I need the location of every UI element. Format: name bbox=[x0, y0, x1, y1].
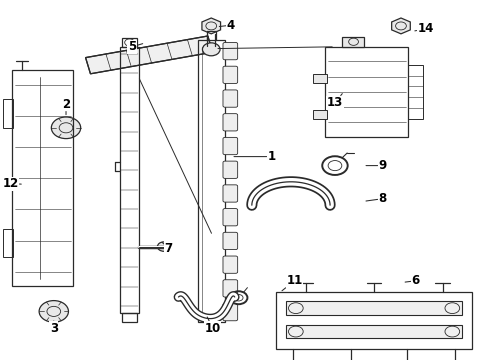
Circle shape bbox=[202, 43, 220, 56]
Bar bbox=[276, 292, 471, 349]
Bar bbox=[285, 325, 461, 338]
Text: 13: 13 bbox=[326, 94, 343, 109]
FancyBboxPatch shape bbox=[223, 90, 237, 107]
Text: 7: 7 bbox=[162, 242, 172, 255]
Text: 14: 14 bbox=[414, 22, 433, 35]
Bar bbox=[3, 99, 13, 128]
FancyBboxPatch shape bbox=[223, 161, 237, 179]
FancyBboxPatch shape bbox=[223, 185, 237, 202]
FancyBboxPatch shape bbox=[223, 256, 237, 273]
Bar bbox=[122, 38, 137, 47]
FancyBboxPatch shape bbox=[223, 303, 237, 321]
Bar bbox=[312, 74, 326, 83]
Text: 2: 2 bbox=[62, 98, 70, 114]
Text: 9: 9 bbox=[366, 159, 386, 172]
Circle shape bbox=[39, 301, 68, 322]
Bar bbox=[325, 47, 407, 137]
Circle shape bbox=[157, 242, 170, 251]
Text: 5: 5 bbox=[128, 40, 142, 53]
Text: 1: 1 bbox=[234, 150, 275, 163]
FancyBboxPatch shape bbox=[223, 114, 237, 131]
Bar bbox=[3, 229, 13, 257]
Circle shape bbox=[51, 117, 81, 139]
Bar bbox=[198, 40, 224, 322]
Text: 10: 10 bbox=[204, 317, 221, 335]
Bar bbox=[312, 110, 326, 119]
Bar bbox=[12, 70, 73, 286]
Text: 11: 11 bbox=[282, 274, 302, 291]
Text: 6: 6 bbox=[404, 274, 419, 287]
Text: 8: 8 bbox=[365, 192, 386, 205]
Bar bbox=[122, 313, 137, 322]
Bar bbox=[407, 65, 422, 119]
Bar bbox=[285, 301, 461, 315]
FancyBboxPatch shape bbox=[223, 208, 237, 226]
Text: 12: 12 bbox=[2, 177, 21, 190]
FancyBboxPatch shape bbox=[223, 42, 237, 60]
Text: 4: 4 bbox=[219, 19, 234, 32]
Polygon shape bbox=[85, 36, 212, 74]
FancyBboxPatch shape bbox=[223, 66, 237, 84]
Bar bbox=[342, 37, 364, 47]
FancyBboxPatch shape bbox=[223, 280, 237, 297]
FancyBboxPatch shape bbox=[223, 232, 237, 249]
FancyBboxPatch shape bbox=[223, 138, 237, 155]
Bar bbox=[120, 47, 139, 313]
Text: 3: 3 bbox=[50, 321, 58, 335]
